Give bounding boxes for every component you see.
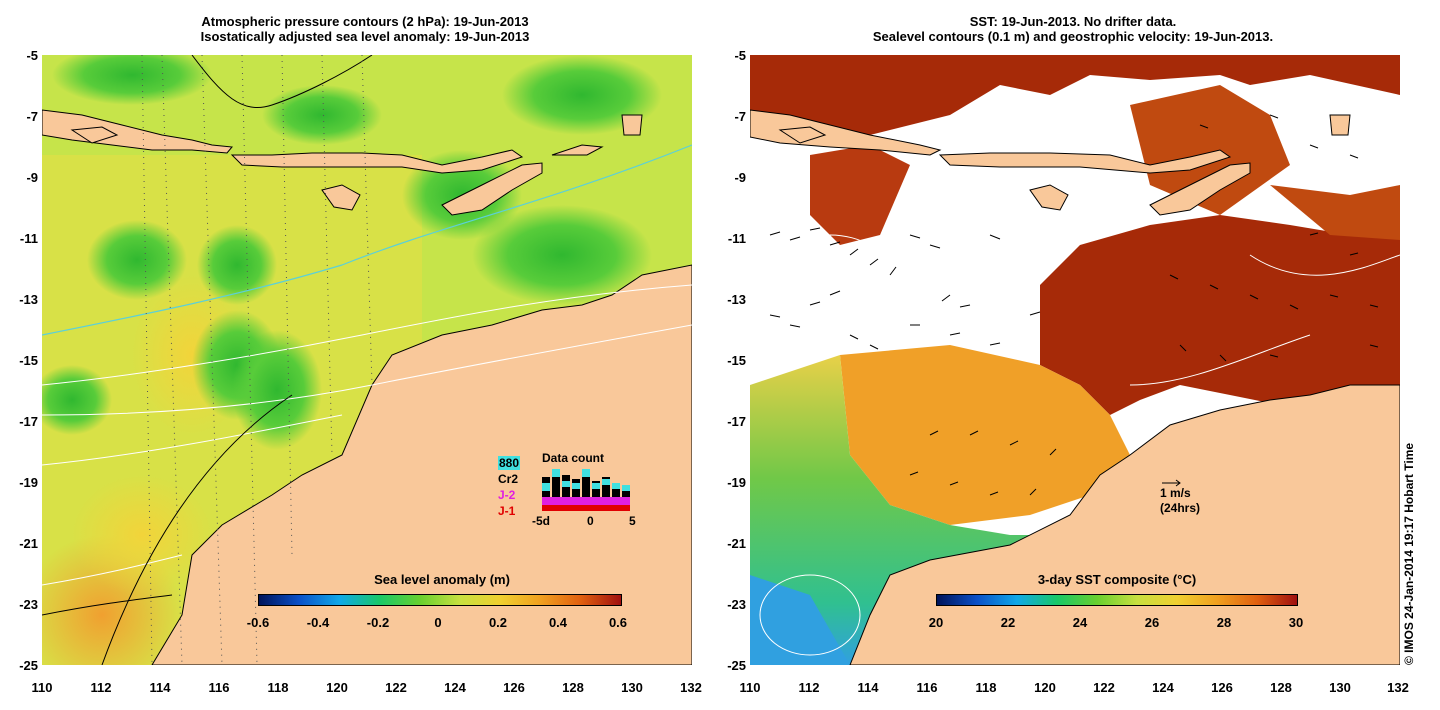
x-tick: 116 xyxy=(208,680,230,695)
y-tick: -15 xyxy=(19,353,38,368)
sla-tick: -0.4 xyxy=(306,615,330,630)
data-count-bar-stack xyxy=(542,469,630,511)
y-tick: -17 xyxy=(727,414,746,429)
y-tick: -19 xyxy=(727,475,746,490)
x-tick: 110 xyxy=(31,680,53,695)
y-tick: -9 xyxy=(26,170,38,185)
sst-tick: 24 xyxy=(1072,615,1088,630)
velocity-arrow-field xyxy=(769,114,1379,496)
sla-map-graphic xyxy=(42,55,692,665)
data-count-bars xyxy=(542,469,630,511)
x-tick: 126 xyxy=(503,680,525,695)
y-tick: -11 xyxy=(19,231,38,246)
sla-tick: -0.6 xyxy=(246,615,270,630)
scale-arrow xyxy=(1162,479,1181,487)
imos-credit: © IMOS 24-Jan-2014 19:17 Hobart Time xyxy=(1402,442,1416,665)
x-tick: 122 xyxy=(385,680,407,695)
x-tick: 120 xyxy=(1034,680,1056,695)
x-tick: 118 xyxy=(267,680,289,695)
y-tick: -5 xyxy=(26,48,38,63)
x-tick: 124 xyxy=(444,680,466,695)
y-tick: -17 xyxy=(19,414,38,429)
sea-level-anomaly-map: Data count 880 Cr2 J-2 J-1 -5d 0 5 Sea l… xyxy=(42,55,692,665)
sla-tick: -0.2 xyxy=(366,615,390,630)
sat-label-j2: J-2 xyxy=(498,488,516,502)
x-tick: 130 xyxy=(621,680,643,695)
sst-tick: 28 xyxy=(1216,615,1232,630)
scale-arrow-label: 1 m/s xyxy=(1160,486,1191,500)
y-tick: -23 xyxy=(727,597,746,612)
sat-label-j1: J-1 xyxy=(498,504,516,518)
sla-colorbar-label: Sea level anomaly (m) xyxy=(374,572,510,587)
sst-tick: 26 xyxy=(1144,615,1160,630)
y-tick: -15 xyxy=(727,353,746,368)
left-title-line1: Atmospheric pressure contours (2 hPa): 1… xyxy=(201,14,529,29)
y-tick: -25 xyxy=(19,658,38,673)
x-tick: 132 xyxy=(1387,680,1409,695)
data-count-tick-neg5d: -5d xyxy=(532,514,550,528)
y-tick: -7 xyxy=(26,109,38,124)
sst-tick: 20 xyxy=(928,615,944,630)
x-tick: 112 xyxy=(90,680,112,695)
x-tick: 130 xyxy=(1329,680,1351,695)
sst-colorbar-label: 3-day SST composite (°C) xyxy=(1037,572,1197,587)
scale-arrow-label-2: (24hrs) xyxy=(1160,501,1201,515)
sat-label-cr2: Cr2 xyxy=(498,472,519,486)
right-title-line1: SST: 19-Jun-2013. No drifter data. xyxy=(969,14,1177,29)
sst-colorbar xyxy=(936,594,1298,606)
right-map-title: SST: 19-Jun-2013. No drifter data. Seale… xyxy=(748,14,1398,44)
y-tick: -13 xyxy=(19,292,38,307)
sla-tick: 0 xyxy=(434,615,442,630)
x-tick: 124 xyxy=(1152,680,1174,695)
x-tick: 128 xyxy=(562,680,584,695)
x-tick: 118 xyxy=(975,680,997,695)
sst-map: 1 m/s (24hrs) 3-day SST composite (°C) 2… xyxy=(750,55,1400,665)
x-tick: 116 xyxy=(916,680,938,695)
y-tick: -9 xyxy=(734,170,746,185)
data-count-tick-0: 0 xyxy=(587,514,594,528)
x-tick: 132 xyxy=(680,680,702,695)
sat-label-880: 880 xyxy=(498,456,521,470)
x-tick: 114 xyxy=(857,680,879,695)
y-tick: -25 xyxy=(727,658,746,673)
x-tick: 112 xyxy=(798,680,820,695)
left-map-title: Atmospheric pressure contours (2 hPa): 1… xyxy=(40,14,690,44)
y-tick: -19 xyxy=(19,475,38,490)
sla-tick: 0.4 xyxy=(548,615,568,630)
x-tick: 128 xyxy=(1270,680,1292,695)
x-tick: 122 xyxy=(1093,680,1115,695)
sla-colorbar xyxy=(258,594,622,606)
left-title-line2: Isostatically adjusted sea level anomaly… xyxy=(200,29,530,44)
y-tick: -7 xyxy=(734,109,746,124)
y-tick: -21 xyxy=(727,536,746,551)
x-tick: 110 xyxy=(739,680,761,695)
data-count-tick-5: 5 xyxy=(629,514,636,528)
sst-tick: 30 xyxy=(1288,615,1304,630)
y-tick: -21 xyxy=(19,536,38,551)
x-tick: 114 xyxy=(149,680,171,695)
x-tick: 126 xyxy=(1211,680,1233,695)
y-tick: -11 xyxy=(727,231,746,246)
y-tick: -23 xyxy=(19,597,38,612)
y-tick: -13 xyxy=(727,292,746,307)
x-tick: 120 xyxy=(326,680,348,695)
sla-tick: 0.6 xyxy=(608,615,628,630)
sla-tick: 0.2 xyxy=(488,615,508,630)
data-count-title: Data count xyxy=(542,451,605,465)
sst-tick: 22 xyxy=(1000,615,1016,630)
y-tick: -5 xyxy=(734,48,746,63)
right-title-line2: Sealevel contours (0.1 m) and geostrophi… xyxy=(872,29,1274,44)
